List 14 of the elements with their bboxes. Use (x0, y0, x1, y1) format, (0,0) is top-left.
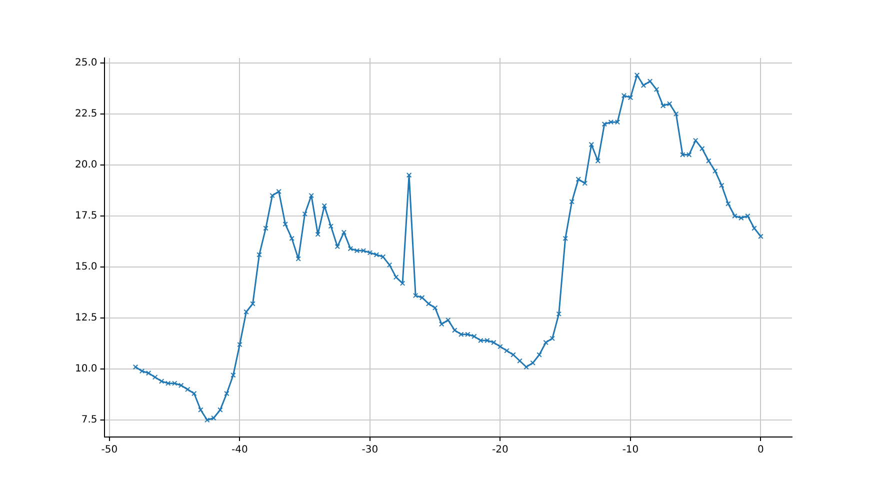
x-tick-label: -10 (622, 444, 639, 456)
x-tick-label: 0 (758, 444, 764, 456)
y-tick-label: 25.0 (75, 57, 98, 68)
y-tick-label: 12.5 (75, 312, 98, 324)
y-tick-label: 20.0 (75, 160, 98, 171)
y-tick-label: 22.5 (75, 108, 98, 120)
x-tick-label: -30 (362, 444, 378, 456)
x-tick-label: -20 (492, 444, 508, 456)
y-tick-label: 17.5 (75, 210, 98, 222)
y-tick-label: 7.5 (81, 414, 98, 426)
x-tick-label: -50 (101, 444, 118, 456)
x-tick-label: -40 (232, 444, 248, 456)
y-tick-label: 15.0 (75, 262, 98, 273)
y-tick-label: 10.0 (75, 364, 98, 375)
